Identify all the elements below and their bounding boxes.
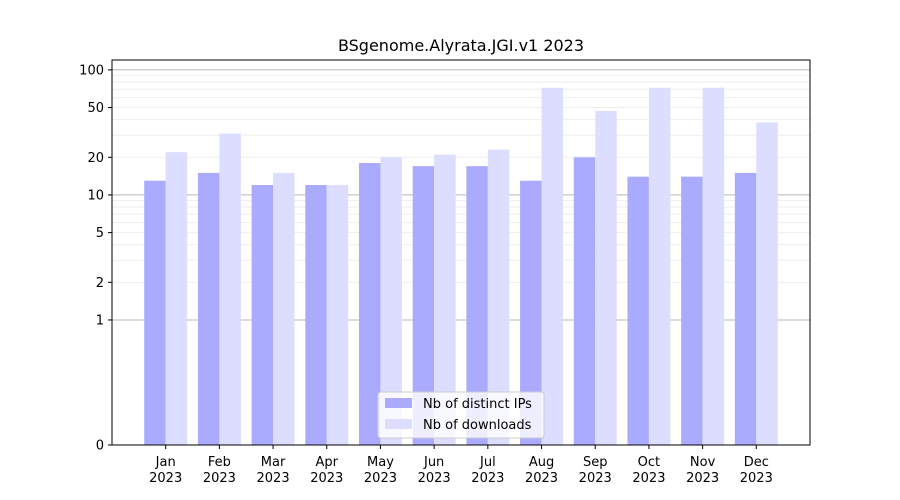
x-tick-label-month: Jan	[155, 455, 176, 470]
bar-downloads	[541, 87, 564, 445]
y-tick-label: 0	[96, 439, 104, 454]
bar-distinct-ips	[627, 176, 649, 445]
bar-distinct-ips	[412, 166, 435, 445]
y-tick-label: 100	[79, 63, 104, 78]
bar-distinct-ips	[305, 185, 327, 445]
x-tick-label-year: 2023	[257, 471, 290, 486]
chart-title: BSgenome.Alyrata.JGI.v1 2023	[338, 36, 584, 55]
y-tick-label: 10	[87, 188, 104, 203]
y-tick-label: 1	[96, 313, 104, 328]
legend: Nb of distinct IPs Nb of downloads	[377, 391, 545, 439]
y-tick-label: 20	[87, 151, 104, 166]
x-tick-label-year: 2023	[740, 471, 773, 486]
x-tick-label-month: Jul	[479, 455, 496, 470]
x-tick-label-month: Nov	[690, 455, 716, 470]
bar-downloads	[219, 133, 241, 445]
bar-downloads	[756, 122, 778, 445]
x-tick-label-month: Mar	[261, 455, 286, 470]
legend-swatch-downloads	[385, 419, 412, 429]
bar-distinct-ips	[520, 180, 542, 445]
bar-distinct-ips	[358, 163, 381, 445]
bar-downloads	[595, 110, 617, 445]
x-tick-label-year: 2023	[471, 471, 504, 486]
x-tick-label-month: Aug	[529, 455, 554, 470]
x-tick-label-year: 2023	[310, 471, 343, 486]
legend-label-downloads: Nb of downloads	[423, 418, 532, 433]
legend-label-distinct-ips: Nb of distinct IPs	[423, 397, 532, 412]
x-tick-label-year: 2023	[149, 471, 182, 486]
bars	[144, 87, 778, 446]
bar-downloads	[702, 87, 725, 445]
legend-box	[377, 391, 545, 439]
plot-frame	[111, 59, 811, 446]
bar-downloads	[326, 185, 349, 445]
bar-distinct-ips	[144, 180, 166, 445]
x-tick-label-year: 2023	[418, 471, 451, 486]
bar-distinct-ips	[466, 166, 488, 445]
x-tick-label-month: Oct	[638, 455, 660, 470]
y-axis: 0 1 2 5 10 20 50 100	[79, 63, 112, 454]
bar-downloads	[434, 154, 456, 446]
x-tick-label-month: Sep	[583, 455, 608, 470]
x-tick-label-year: 2023	[364, 471, 397, 486]
x-tick-label-year: 2023	[525, 471, 558, 486]
bar-distinct-ips	[681, 176, 703, 445]
bar-distinct-ips	[197, 172, 220, 445]
bar-distinct-ips	[734, 172, 757, 445]
bar-downloads	[380, 157, 402, 445]
x-tick-label-year: 2023	[579, 471, 612, 486]
x-tick-label-month: May	[367, 455, 394, 470]
x-tick-label-year: 2023	[632, 471, 665, 486]
x-tick-label-month: Apr	[316, 455, 339, 470]
bar-distinct-ips	[251, 185, 274, 445]
bar-downloads	[165, 152, 188, 445]
y-tick-label: 2	[96, 276, 104, 291]
bar-downloads	[273, 172, 295, 445]
bar-downloads	[648, 87, 671, 445]
y-tick-label: 50	[87, 101, 104, 116]
y-tick-label: 5	[96, 226, 104, 241]
bar-distinct-ips	[573, 157, 596, 445]
x-tick-label-year: 2023	[686, 471, 719, 486]
x-axis: Jan2023Feb2023Mar2023Apr2023May2023Jun20…	[149, 445, 773, 486]
x-tick-label-year: 2023	[203, 471, 236, 486]
x-tick-label-month: Dec	[744, 455, 769, 470]
bar-downloads	[487, 149, 510, 446]
legend-swatch-distinct-ips	[385, 398, 412, 408]
x-tick-label-month: Feb	[208, 455, 231, 470]
x-tick-label-month: Jun	[423, 455, 444, 470]
